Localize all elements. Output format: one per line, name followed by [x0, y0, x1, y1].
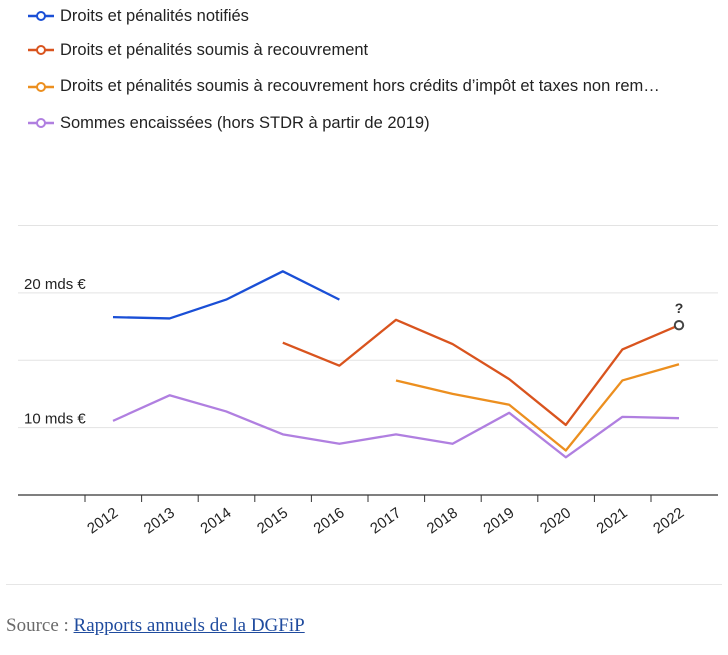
series-line-3	[112, 394, 680, 459]
x-tick-label: 2017	[367, 504, 404, 537]
legend-line-marker-icon	[28, 118, 54, 129]
legend-item-notified[interactable]: Droits et pénalités notifiés	[28, 0, 660, 32]
legend-line-marker-icon	[28, 45, 54, 56]
legend-label: Sommes encaissées (hors STDR à partir de…	[60, 113, 430, 132]
y-tick-label: 10 mds €	[24, 411, 86, 428]
series-line-1	[282, 318, 680, 427]
series-line-2	[395, 363, 680, 452]
source-prefix: Source :	[6, 615, 69, 636]
legend-line-marker-icon	[28, 81, 54, 92]
source-line: Source : Rapports annuels de la DGFiP	[6, 615, 305, 637]
x-tick-label: 2019	[480, 504, 517, 537]
legend-label: Droits et pénalités soumis à recouvremen…	[60, 40, 369, 59]
x-tick-label: 2022	[650, 504, 687, 537]
divider	[6, 584, 722, 585]
annotation-label: ?	[675, 300, 684, 316]
source-link[interactable]: Rapports annuels de la DGFiP	[73, 615, 305, 636]
x-tick-label: 2021	[594, 504, 631, 537]
x-tick-label: 2018	[424, 504, 461, 537]
x-tick-label: 2012	[84, 504, 121, 537]
x-tick-label: 2016	[311, 504, 348, 537]
x-tick-label: 2013	[141, 504, 178, 537]
x-tick-label: 2015	[254, 504, 291, 537]
chart-legend: Droits et pénalités notifiés Droits et p…	[28, 0, 660, 142]
y-tick-label: 20 mds €	[24, 276, 86, 293]
x-tick-label: 2020	[537, 504, 574, 537]
legend-item-recovery[interactable]: Droits et pénalités soumis à recouvremen…	[28, 32, 660, 69]
legend-item-collected[interactable]: Sommes encaissées (hors STDR à partir de…	[28, 105, 660, 142]
legend-label: Droits et pénalités soumis à recouvremen…	[60, 77, 660, 96]
legend-line-marker-icon	[28, 11, 54, 21]
series-line-0	[112, 270, 340, 320]
legend-item-recovery-excl[interactable]: Droits et pénalités soumis à recouvremen…	[28, 69, 660, 106]
annotation-marker	[673, 320, 685, 331]
x-tick-label: 2014	[197, 504, 234, 537]
line-chart: 20 mds € 10 mds € 2012 2013 2014 2015 2016 2017…	[18, 224, 718, 537]
legend-label: Droits et pénalités notifiés	[60, 6, 249, 25]
